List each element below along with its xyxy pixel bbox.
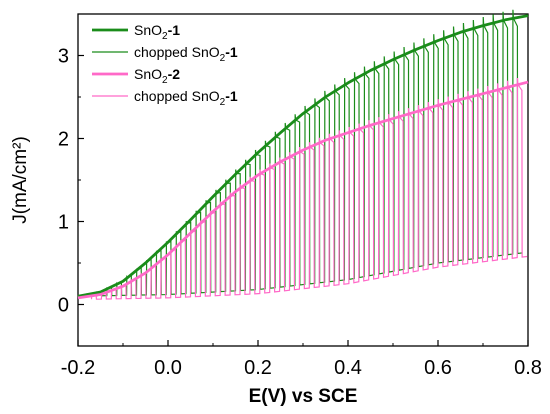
series-line-3 bbox=[90, 78, 528, 300]
legend-label: SnO2-2 bbox=[134, 66, 180, 86]
y-tick-label: 0 bbox=[58, 295, 69, 317]
legend-label: chopped SnO2-1 bbox=[134, 88, 238, 108]
x-tick-label: 0.6 bbox=[424, 357, 452, 379]
legend-label: chopped SnO2-1 bbox=[134, 44, 238, 64]
x-tick-label: 0.4 bbox=[334, 357, 362, 379]
y-tick-label: 1 bbox=[58, 212, 69, 234]
y-tick-label: 3 bbox=[58, 46, 69, 68]
x-tick-label: -0.2 bbox=[61, 357, 95, 379]
x-axis-title: E(V) vs SCE bbox=[249, 386, 358, 407]
y-tick-label: 2 bbox=[58, 129, 69, 151]
x-tick-label: 0.0 bbox=[154, 357, 182, 379]
y-axis-title: J(mA/cm²) bbox=[10, 136, 31, 224]
x-tick-label: 0.8 bbox=[514, 357, 542, 379]
x-tick-label: 0.2 bbox=[244, 357, 272, 379]
legend-label: SnO2-1 bbox=[134, 22, 180, 42]
